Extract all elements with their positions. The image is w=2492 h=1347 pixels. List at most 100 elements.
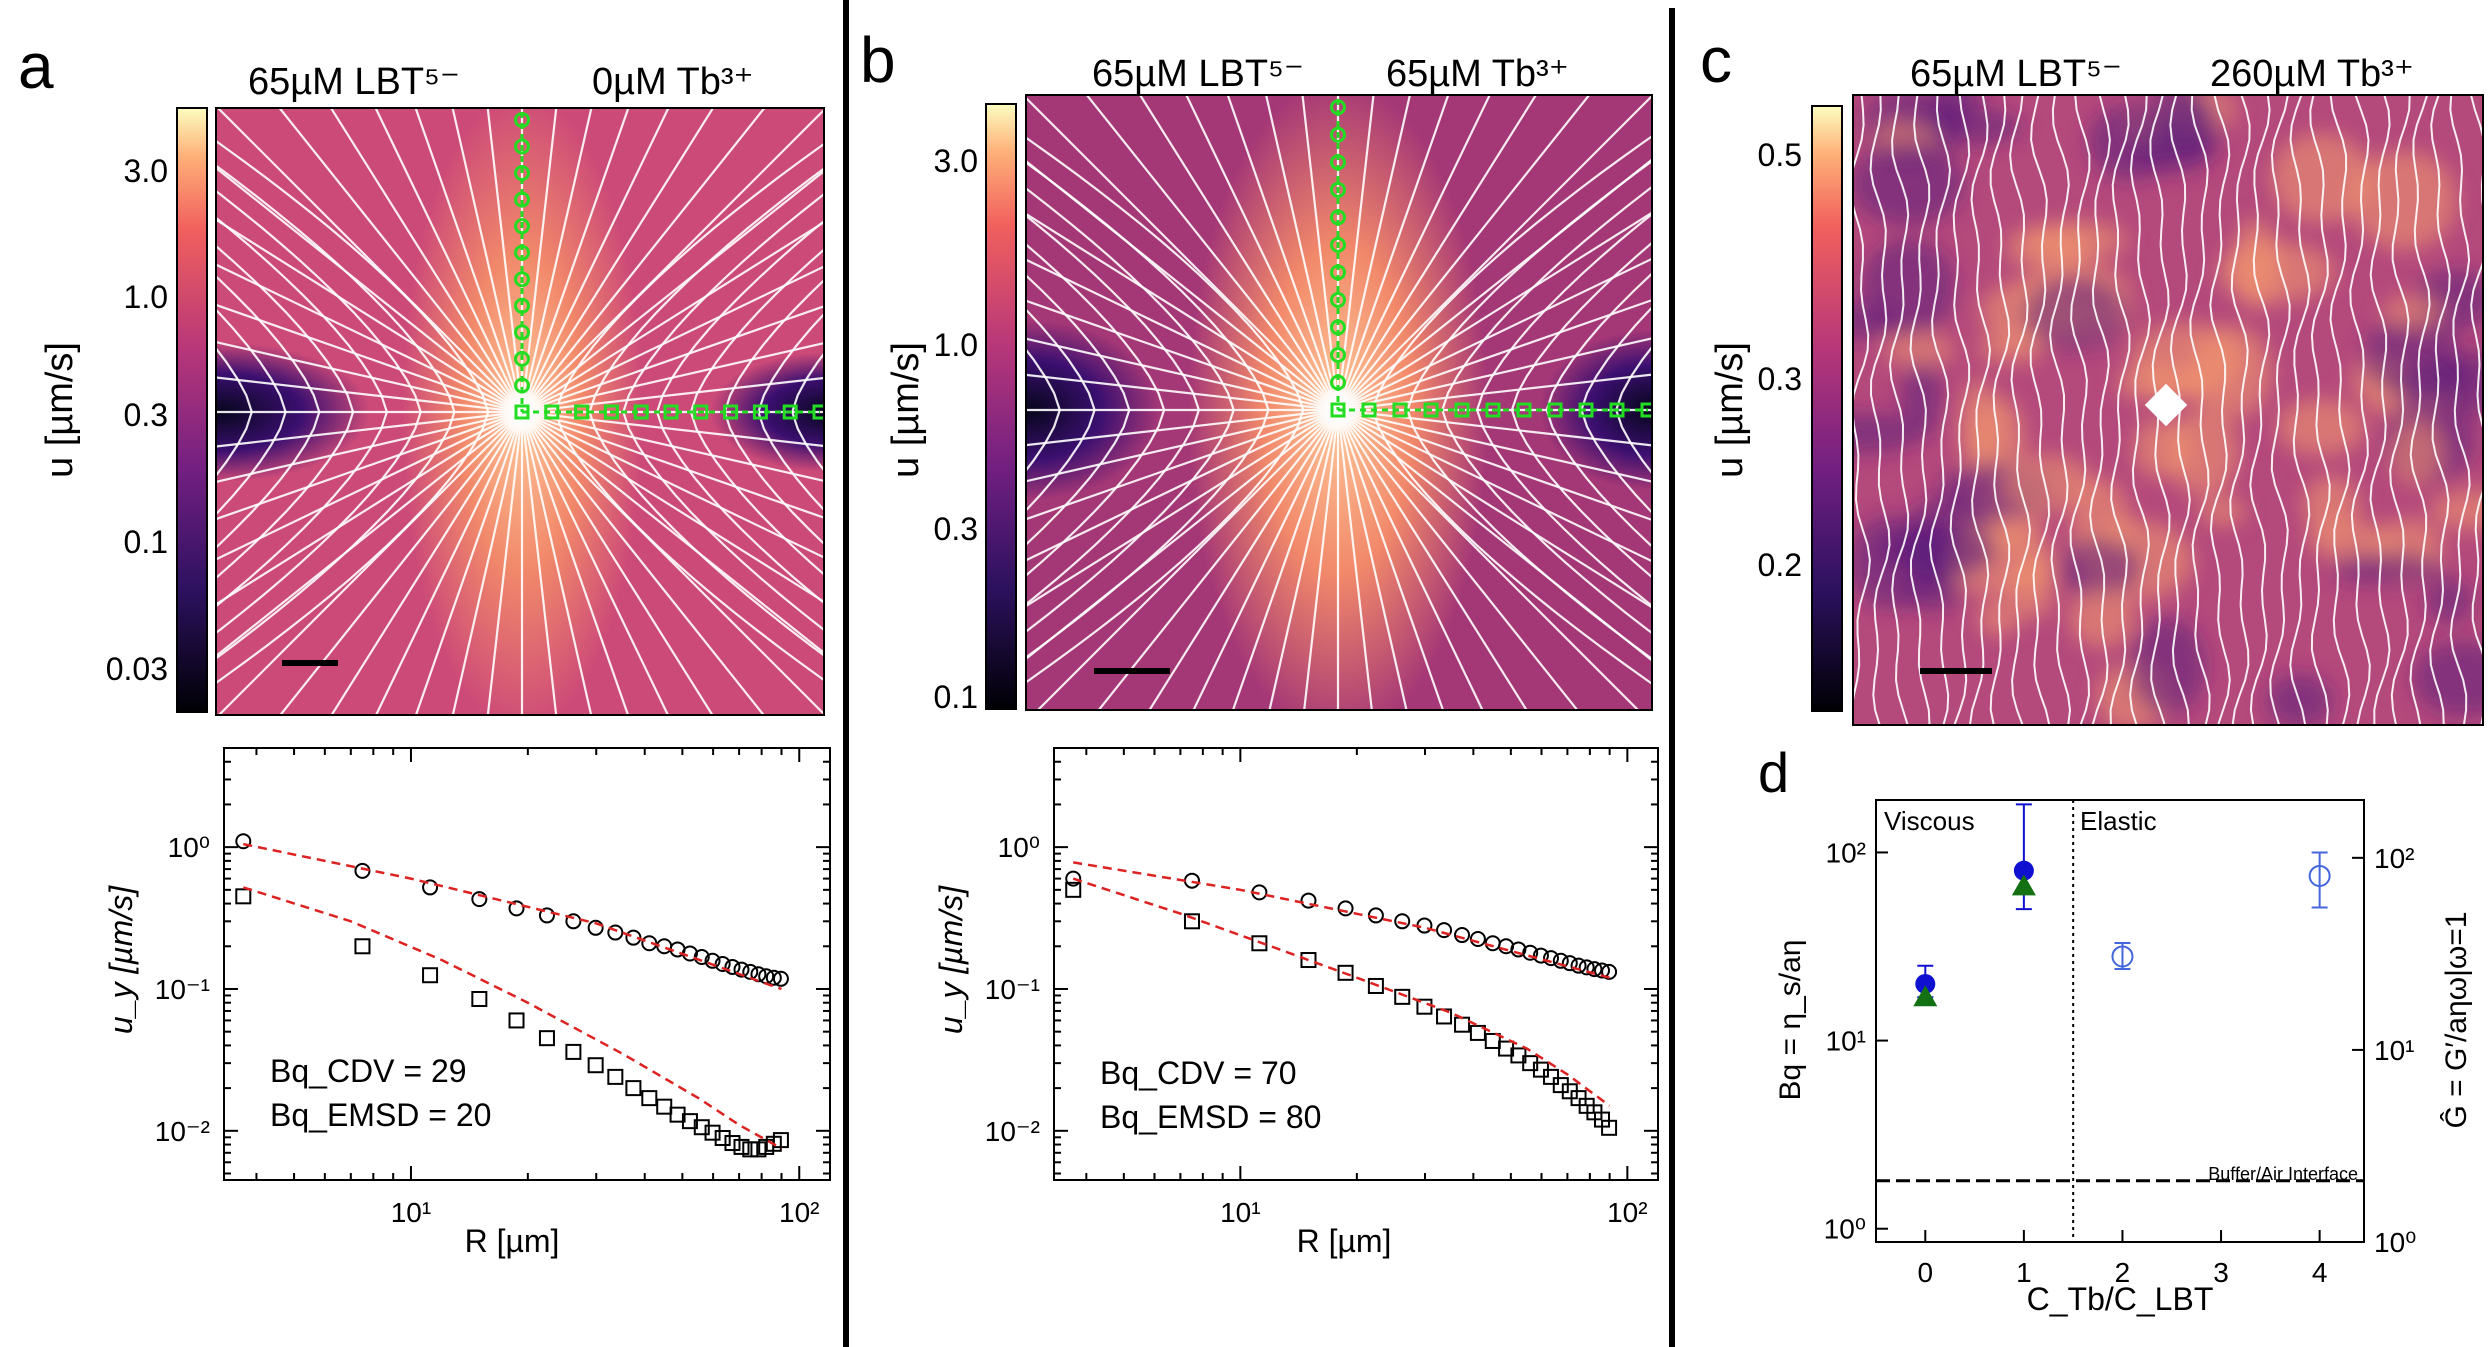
panel-letter-d: d — [1758, 741, 1789, 804]
data-point — [1561, 955, 1578, 972]
data-point — [1601, 1119, 1618, 1136]
streamline — [2009, 95, 2032, 725]
data-point — [1454, 1016, 1471, 1033]
colorbar — [176, 107, 208, 713]
streamline — [1026, 214, 1201, 606]
streamline — [216, 274, 321, 550]
streamline — [1026, 161, 1270, 659]
annotation: Bq_EMSD = 20 — [270, 1097, 491, 1133]
panel-letter: b — [860, 24, 896, 96]
colorbar-label: u [µm/s] — [1709, 342, 1751, 478]
y-tick-label: 10⁰ — [168, 832, 210, 863]
data-point — [587, 919, 604, 936]
colorbar-tick-label: 1.0 — [934, 327, 978, 363]
sample-marker — [782, 404, 798, 420]
sample-marker — [1547, 402, 1563, 418]
data-point — [1337, 900, 1354, 917]
panel-header-left: 65µM LBT⁵⁻ — [1092, 53, 1304, 95]
texture-blob — [1933, 95, 1981, 125]
data-point — [587, 1057, 604, 1074]
y-tick-label: 10¹ — [1826, 1026, 1866, 1057]
data-point — [354, 862, 371, 879]
y-tick-label: 10⁻¹ — [985, 974, 1040, 1005]
colorbar-tick-label: 0.03 — [106, 651, 168, 687]
data-point — [704, 952, 721, 969]
panel-a: a 65µM LBT⁵⁻ 0µM Tb³⁺ 3.0 1.0 0.3 0.1 0.… — [18, 30, 825, 716]
plot-d: c d C_Tb/C_LBT Bq = η_s/aη Ĝ = G′/aηω|ω=… — [1758, 741, 2473, 1317]
sample-marker — [514, 111, 530, 128]
streamline — [1510, 241, 1652, 579]
streamline — [1026, 243, 1166, 577]
data-point — [641, 935, 658, 952]
texture-blob — [2382, 295, 2443, 329]
data-point — [656, 1098, 673, 1115]
data-point — [733, 961, 750, 978]
data-point — [538, 1030, 555, 1047]
texture-blob — [2198, 496, 2247, 527]
sample-marker — [514, 324, 530, 341]
data-point — [235, 888, 252, 905]
streamline — [2269, 95, 2291, 725]
panel-letter: a — [18, 30, 54, 102]
data-point — [2013, 860, 2034, 881]
streamline — [1026, 187, 1235, 633]
sample-marker — [1330, 181, 1346, 198]
data-point — [1532, 947, 1549, 964]
heatmap-a — [216, 108, 824, 715]
data-point — [1578, 959, 1595, 976]
plot-a-bottom: R [µm] u_y [µm/s] Bq_CDV = 29 Bq_EMSD = … — [103, 747, 831, 1259]
texture-blob — [2350, 150, 2458, 251]
sample-marker — [1485, 402, 1501, 418]
streamline — [1928, 95, 1952, 725]
panel-header-left: 65µM LBT⁵⁻ — [248, 61, 460, 103]
data-point — [1367, 977, 1384, 994]
streamline — [2089, 95, 2111, 725]
data-point — [471, 990, 488, 1007]
data-point — [1484, 935, 1501, 952]
panel-letter: c — [1700, 24, 1732, 96]
streamlines — [1853, 95, 2483, 725]
streamline — [1869, 95, 1891, 725]
y2-tick-label: 10¹ — [2374, 1035, 2414, 1066]
data-point — [772, 1132, 789, 1149]
streamline — [2449, 95, 2471, 725]
colorbar-tick-label: 0.3 — [1758, 361, 1802, 397]
texture-blob — [1958, 378, 2000, 477]
fit-line — [242, 886, 783, 1150]
data-point — [508, 900, 525, 917]
sample-marker — [514, 271, 530, 288]
colorbar-tick-label: 0.2 — [1758, 547, 1802, 583]
scale-bar — [282, 660, 338, 666]
sample-marker — [1423, 402, 1439, 418]
data-point — [565, 913, 582, 930]
texture-blob — [2330, 552, 2445, 584]
streamline — [2109, 95, 2131, 725]
texture-blob — [1861, 238, 1956, 336]
panel-header-right: 65µM Tb³⁺ — [1386, 53, 1569, 95]
colorbar-tick-label: 0.1 — [934, 679, 978, 715]
data-point — [1522, 944, 1539, 961]
data-point — [641, 1090, 658, 1107]
sample-marker — [1361, 402, 1377, 418]
data-point — [1394, 988, 1411, 1005]
sample-marker — [514, 377, 530, 394]
sample-marker — [1330, 236, 1346, 253]
texture-blob — [2232, 217, 2279, 310]
data-point — [724, 1135, 741, 1152]
x-axis-label: R [µm] — [1297, 1223, 1392, 1259]
x-axis-label: R [µm] — [465, 1223, 560, 1259]
sample-marker — [1330, 264, 1346, 281]
fit-line — [1072, 861, 1610, 979]
sample-marker — [1640, 402, 1652, 418]
sample-marker — [514, 404, 530, 420]
sample-marker — [514, 244, 530, 261]
data-point — [1394, 913, 1411, 930]
sample-marker — [663, 404, 679, 420]
annotation: Bq_CDV = 29 — [270, 1053, 467, 1089]
sample-marker — [1330, 291, 1346, 308]
texture-blob — [1878, 526, 1997, 576]
texture-blob — [2425, 578, 2473, 624]
streamline — [2309, 95, 2331, 725]
streamline — [216, 346, 253, 478]
sample-marker — [1330, 402, 1346, 418]
